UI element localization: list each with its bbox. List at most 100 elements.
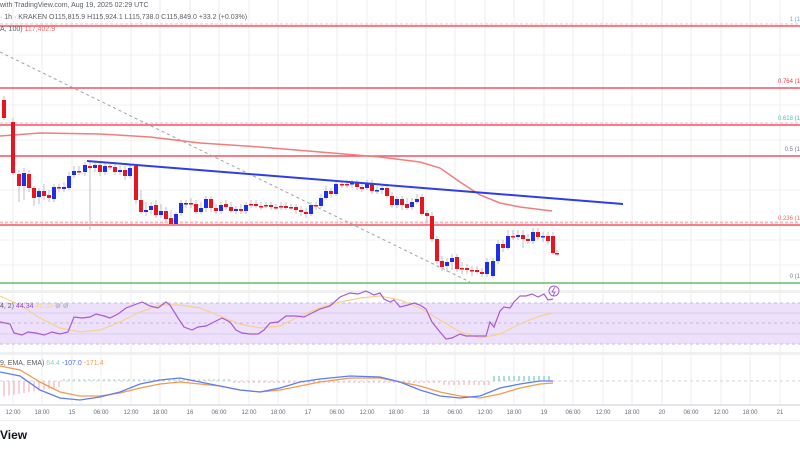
candle-body (62, 187, 66, 189)
candle-body (355, 183, 359, 187)
candle-body (179, 203, 183, 213)
candle-body (174, 214, 178, 224)
candle-body (279, 206, 283, 208)
candle-body (541, 236, 545, 238)
candle-body (485, 262, 489, 274)
candle-body (259, 206, 263, 208)
candle-body (314, 205, 318, 207)
x-tick-label: 18 (422, 410, 430, 416)
bearish-trend-line (86, 160, 624, 205)
candle-body (37, 191, 41, 197)
candle-body (118, 170, 122, 172)
candle-body (536, 232, 540, 237)
fib-level-label: 1 (1 (789, 17, 800, 23)
candle-body (475, 270, 479, 272)
high-value: H115,924.1 (87, 14, 123, 21)
candle-body (551, 236, 555, 253)
macd-value: -107.0 (61, 360, 82, 367)
close-value: C115,849.0 (161, 14, 197, 21)
x-tick-label: 12:00 (595, 410, 611, 416)
candle-body (47, 195, 51, 198)
ma100-line (0, 132, 553, 212)
candle-body (98, 165, 102, 172)
candle-body (159, 211, 163, 215)
candle-body (395, 199, 399, 205)
change-value: +33.2 (+0.03%) (198, 14, 248, 21)
x-tick-label: 20 (658, 410, 666, 416)
x-tick-label: 12:00 (359, 410, 375, 416)
lightning-alert-icon (551, 286, 556, 297)
x-tick-label: 18:00 (742, 410, 758, 416)
candle-body (57, 187, 61, 189)
candle-body (194, 204, 198, 212)
x-tick-label: 17 (304, 410, 312, 416)
candle-body (11, 122, 15, 173)
fib-level-label: 0.618 (1 (777, 116, 800, 122)
candle-body (199, 208, 203, 212)
candle-body (380, 188, 384, 190)
candle-body (274, 207, 278, 209)
candle-body (440, 261, 444, 267)
ma-value: 117,402.9 (24, 26, 56, 33)
x-tick-label: 19 (540, 410, 548, 416)
candle-body (465, 268, 469, 270)
candle-body (154, 205, 158, 215)
x-tick-label: 18:00 (270, 410, 286, 416)
x-tick-label: 06:00 (211, 410, 227, 416)
x-tick-label: 18:00 (388, 410, 404, 416)
low-value: L115,738.0 (124, 14, 160, 21)
candle-body (184, 203, 188, 205)
ma-legend: A, 100) 117,402.9 (0, 26, 55, 33)
candle-body (329, 191, 333, 194)
rsi-value: 44.34 (15, 303, 34, 310)
candle-body (113, 167, 117, 172)
candle-body (511, 236, 515, 238)
x-tick-label: 06:00 (565, 410, 581, 416)
candle-body (219, 205, 223, 211)
rsi-ma-value: 45.33 (35, 303, 53, 310)
pane-separator (0, 290, 800, 293)
eye-icon[interactable]: ⊘ (54, 303, 61, 310)
candle-body (480, 272, 484, 274)
x-tick-label: 12:00 (123, 410, 139, 416)
candle-body (284, 206, 288, 208)
candle-body (27, 174, 31, 188)
candle-body (420, 197, 424, 214)
candle-body (360, 187, 364, 189)
candle-body (128, 168, 132, 176)
candle-body (169, 218, 173, 224)
candle-body (88, 166, 92, 168)
x-tick-label: 21 (776, 410, 784, 416)
candle-body (470, 270, 474, 272)
candle-body (390, 196, 394, 205)
candle-body (204, 199, 208, 208)
x-tick-label: 12:00 (241, 410, 257, 416)
candle-body (496, 244, 500, 261)
settings-icon[interactable]: ⊘ (62, 303, 69, 310)
candle-body (144, 210, 148, 212)
fib-level-label: 0.5 (1 (784, 147, 800, 153)
dotted-trend-line (0, 51, 471, 283)
candle-body (52, 187, 56, 199)
candle-body (501, 244, 505, 248)
candle-body (410, 202, 414, 207)
candle-body (370, 184, 374, 191)
candle-body (103, 166, 107, 172)
candle-body (400, 199, 404, 205)
macd-legend: 9, EMA, EMA) 64.4 -107.0 -171.4 (0, 360, 104, 367)
fib-level-label: 0.764 (1 (777, 79, 800, 85)
candle-body (506, 236, 510, 248)
x-tick-label: 18:00 (152, 410, 168, 416)
candle-body (415, 199, 419, 202)
x-tick-label: 18:00 (506, 410, 522, 416)
candle-body (42, 191, 46, 196)
candle-body (340, 184, 344, 186)
x-tick-label: 12:00 (477, 410, 493, 416)
x-tick-label: 06:00 (447, 410, 463, 416)
candle-body (108, 166, 112, 168)
candle-body (224, 204, 228, 207)
open-value: O115,815.9 (49, 14, 86, 21)
candle-body (555, 253, 559, 255)
candle-body (134, 166, 138, 200)
